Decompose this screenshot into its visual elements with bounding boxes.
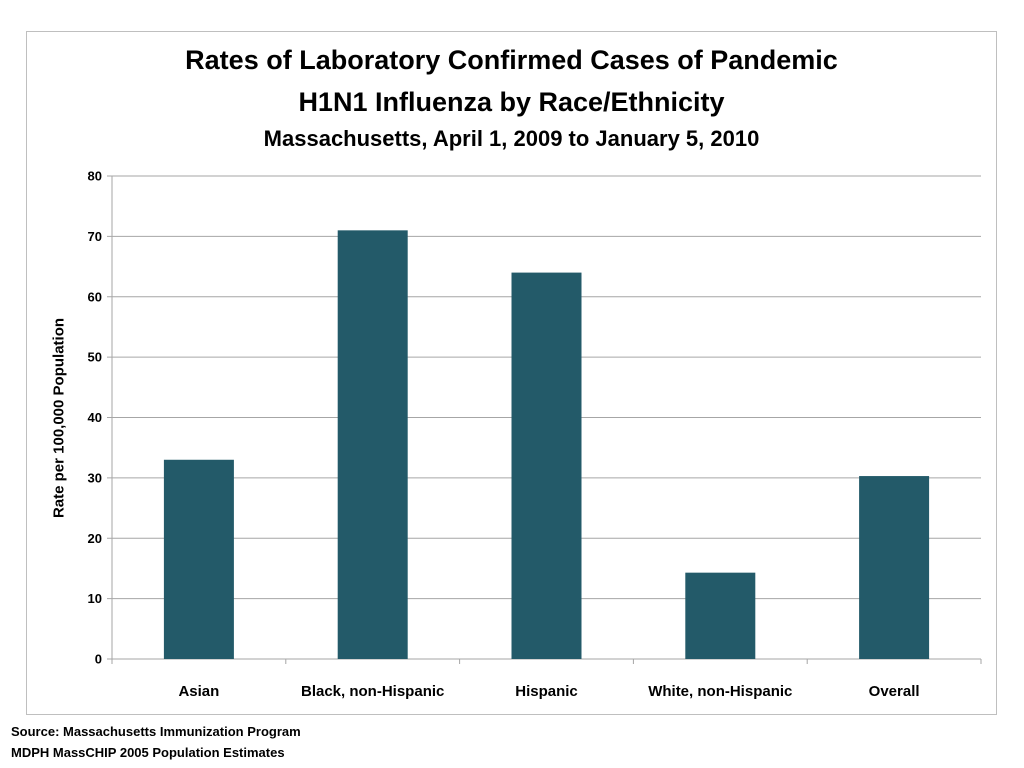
source-note: Source: Massachusetts Immunization Progr… xyxy=(11,724,301,739)
bar-white-non-hispanic xyxy=(685,572,756,659)
chart-subtitle: Massachusetts, April 1, 2009 to January … xyxy=(263,126,760,151)
x-category-label: Hispanic xyxy=(515,683,578,700)
y-tick-label: 30 xyxy=(88,470,102,485)
bars xyxy=(163,230,930,659)
y-tick-label: 10 xyxy=(88,591,102,606)
x-category-label: Black, non-Hispanic xyxy=(301,683,444,700)
axis-labels: 0 10 20 30 40 50 60 70 80 Asian Black, non-Hispani… xyxy=(88,169,920,701)
x-category-label: Overall xyxy=(869,683,920,700)
bar-black-non-hispanic xyxy=(337,230,408,659)
bar-hispanic xyxy=(511,272,582,659)
y-tick-label: 0 xyxy=(95,652,102,667)
chart-title-line-2: H1N1 Influenza by Race/Ethnicity xyxy=(298,87,725,117)
x-category-label: White, non-Hispanic xyxy=(648,683,792,700)
bar-asian xyxy=(163,459,234,659)
y-tick-label: 20 xyxy=(88,531,102,546)
y-tick-label: 40 xyxy=(88,410,102,425)
source-note-2: MDPH MassCHIP 2005 Population Estimates xyxy=(11,745,285,760)
bar-overall xyxy=(859,476,930,659)
y-tick-label: 80 xyxy=(88,169,102,184)
x-category-label: Asian xyxy=(178,683,219,700)
y-tick-label: 70 xyxy=(88,229,102,244)
chart-title: Rates of Laboratory Confirmed Cases of P… xyxy=(185,45,838,75)
y-tick-label: 50 xyxy=(88,350,102,365)
y-tick-label: 60 xyxy=(88,289,102,304)
